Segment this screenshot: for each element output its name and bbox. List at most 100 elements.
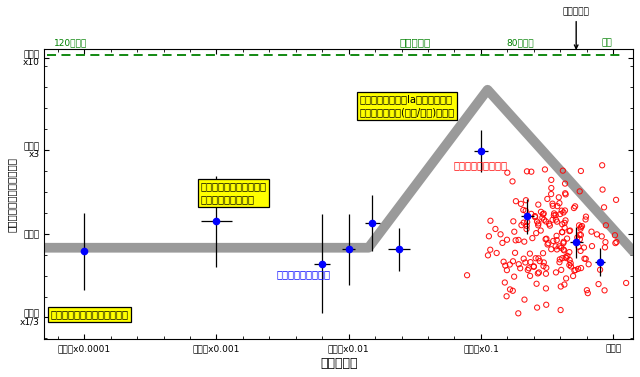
Point bbox=[575, 188, 585, 195]
Point bbox=[538, 250, 548, 256]
Point bbox=[580, 256, 591, 262]
Point bbox=[540, 166, 550, 172]
Point bbox=[502, 267, 512, 273]
Point bbox=[534, 258, 545, 264]
Point bbox=[621, 280, 631, 286]
Point bbox=[525, 251, 535, 257]
Point bbox=[543, 240, 554, 246]
Point bbox=[572, 234, 582, 241]
Point bbox=[525, 259, 536, 265]
Point bbox=[511, 237, 521, 243]
Point bbox=[542, 196, 552, 202]
Point bbox=[556, 245, 566, 251]
Point bbox=[502, 237, 512, 243]
Point bbox=[536, 228, 546, 234]
Point bbox=[530, 213, 540, 219]
Point bbox=[557, 168, 568, 174]
Point bbox=[549, 210, 559, 216]
Point bbox=[516, 201, 526, 207]
Point bbox=[558, 240, 568, 246]
Point bbox=[579, 256, 589, 262]
Point bbox=[568, 273, 578, 279]
Text: 宇宙時間軸: 宇宙時間軸 bbox=[399, 38, 431, 48]
Point bbox=[509, 274, 519, 280]
Point bbox=[547, 217, 557, 223]
Point bbox=[545, 222, 555, 228]
Point bbox=[557, 229, 567, 235]
Point bbox=[575, 232, 585, 238]
Point bbox=[560, 181, 570, 187]
Point bbox=[520, 259, 531, 265]
Point bbox=[495, 231, 506, 237]
Point bbox=[570, 267, 580, 273]
Point bbox=[505, 287, 515, 293]
Point bbox=[543, 241, 553, 247]
Y-axis label: リンの鉄に対する含有量比: リンの鉄に対する含有量比 bbox=[7, 157, 17, 232]
Point bbox=[490, 226, 500, 232]
Point bbox=[556, 307, 566, 313]
Point bbox=[532, 219, 542, 225]
Point bbox=[526, 169, 536, 175]
Point bbox=[522, 226, 532, 232]
Point bbox=[558, 210, 568, 216]
Point bbox=[500, 262, 511, 268]
Point bbox=[492, 250, 502, 256]
Point bbox=[579, 245, 589, 251]
Point bbox=[544, 221, 554, 227]
Point bbox=[561, 192, 571, 198]
Point bbox=[575, 226, 586, 232]
Point bbox=[554, 200, 564, 206]
Text: 酸素・ネオン新星による
リン含有量急上昇期: 酸素・ネオン新星による リン含有量急上昇期 bbox=[200, 182, 266, 204]
Point bbox=[531, 230, 541, 236]
Point bbox=[546, 177, 556, 183]
Point bbox=[584, 261, 594, 267]
Point bbox=[581, 214, 591, 220]
Point bbox=[554, 194, 564, 200]
Point bbox=[531, 281, 541, 287]
Point bbox=[518, 207, 529, 213]
Point bbox=[539, 211, 549, 217]
Point bbox=[546, 191, 556, 197]
Point bbox=[569, 267, 579, 273]
Point bbox=[541, 285, 551, 291]
Text: 現在: 現在 bbox=[601, 38, 612, 48]
Point bbox=[502, 293, 512, 299]
Point bbox=[551, 270, 561, 276]
Point bbox=[569, 205, 579, 211]
Point bbox=[531, 255, 541, 261]
Point bbox=[576, 232, 586, 238]
Point bbox=[559, 282, 570, 288]
Point bbox=[554, 259, 564, 265]
Point bbox=[533, 255, 543, 261]
Point bbox=[508, 288, 518, 294]
Point bbox=[509, 229, 520, 235]
Point bbox=[462, 272, 472, 278]
Point bbox=[525, 273, 535, 279]
Point bbox=[564, 262, 575, 268]
Point bbox=[592, 231, 602, 238]
Point bbox=[536, 209, 546, 215]
Point bbox=[519, 239, 529, 245]
Point bbox=[515, 265, 525, 271]
Point bbox=[541, 218, 551, 224]
Point bbox=[550, 212, 561, 218]
Point bbox=[566, 264, 576, 270]
Point bbox=[508, 258, 518, 264]
Point bbox=[557, 229, 568, 235]
Point bbox=[556, 284, 566, 290]
Point bbox=[576, 168, 586, 174]
Point bbox=[539, 217, 549, 223]
Point bbox=[548, 212, 559, 218]
Point bbox=[564, 228, 575, 234]
Point bbox=[560, 207, 570, 213]
Point bbox=[598, 187, 608, 193]
Point bbox=[484, 233, 494, 239]
Point bbox=[556, 267, 566, 273]
Point bbox=[570, 203, 580, 209]
Text: 近紫外線観測データ: 近紫外線観測データ bbox=[277, 269, 331, 279]
Point bbox=[561, 218, 571, 224]
Point bbox=[566, 260, 576, 266]
Point bbox=[534, 270, 544, 276]
Point bbox=[611, 197, 621, 203]
Point bbox=[533, 221, 543, 227]
